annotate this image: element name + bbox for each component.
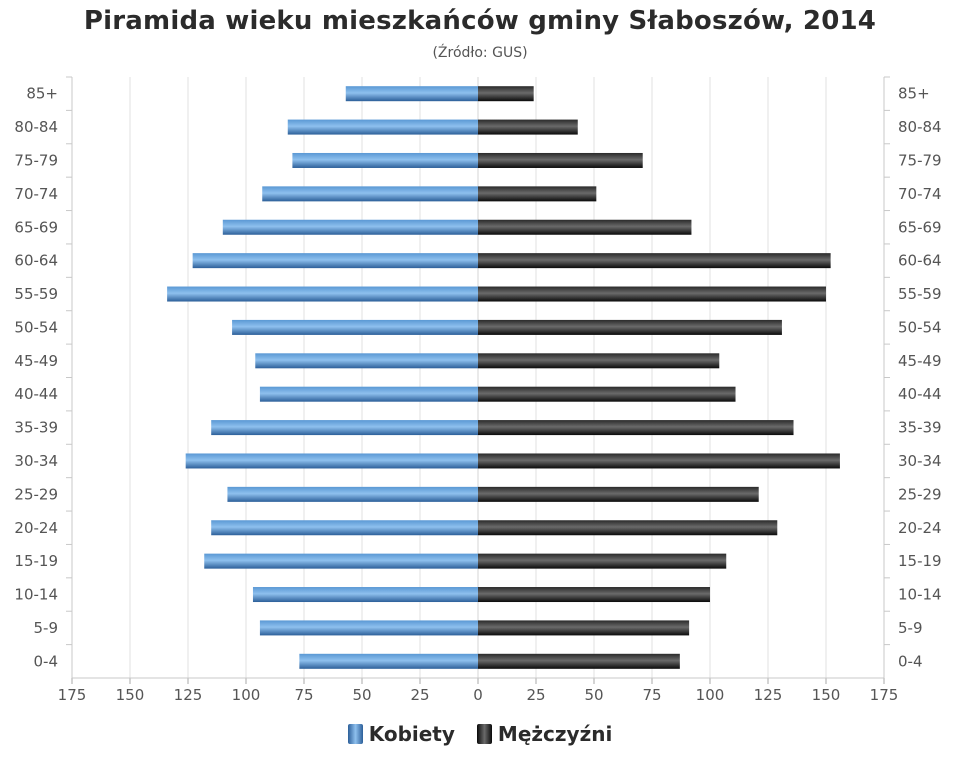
x-tick-label: 100 bbox=[232, 686, 261, 704]
bar-kobiety[interactable] bbox=[227, 487, 478, 502]
y-tick-label-left: 65-69 bbox=[14, 218, 58, 236]
y-tick-label-right: 60-64 bbox=[898, 252, 942, 270]
legend-label-kobiety: Kobiety bbox=[369, 722, 455, 746]
x-tick-label: 75 bbox=[642, 686, 661, 704]
x-tick-label: 150 bbox=[812, 686, 841, 704]
bar-kobiety[interactable] bbox=[186, 453, 478, 468]
bars bbox=[167, 86, 840, 669]
bar-kobiety[interactable] bbox=[255, 353, 478, 368]
x-tick-label: 100 bbox=[696, 686, 725, 704]
y-tick-label-right: 50-54 bbox=[898, 318, 942, 336]
bar-mezczyzni[interactable] bbox=[478, 220, 691, 235]
x-tick-label: 50 bbox=[352, 686, 371, 704]
y-tick-label-right: 75-79 bbox=[898, 151, 942, 169]
y-tick-label-left: 85+ bbox=[26, 85, 58, 103]
y-tick-label-right: 70-74 bbox=[898, 185, 942, 203]
y-tick-label-left: 75-79 bbox=[14, 151, 58, 169]
bar-mezczyzni[interactable] bbox=[478, 86, 534, 101]
x-tick-label: 125 bbox=[174, 686, 203, 704]
x-tick-label: 125 bbox=[754, 686, 783, 704]
y-tick-label-left: 15-19 bbox=[14, 552, 58, 570]
y-tick-label-left: 50-54 bbox=[14, 318, 58, 336]
y-tick-label-right: 20-24 bbox=[898, 519, 942, 537]
bar-kobiety[interactable] bbox=[253, 587, 478, 602]
y-tick-label-right: 80-84 bbox=[898, 118, 942, 136]
legend-swatch-mezczyzni bbox=[477, 724, 492, 744]
legend: Kobiety Mężczyźni bbox=[0, 722, 960, 746]
legend-swatch-kobiety bbox=[348, 724, 363, 744]
bar-mezczyzni[interactable] bbox=[478, 520, 777, 535]
bar-kobiety[interactable] bbox=[260, 387, 478, 402]
legend-item-mezczyzni[interactable]: Mężczyźni bbox=[477, 722, 612, 746]
bar-kobiety[interactable] bbox=[204, 554, 478, 569]
y-tick-label-left: 30-34 bbox=[14, 452, 58, 470]
y-tick-label-left: 55-59 bbox=[14, 285, 58, 303]
bar-mezczyzni[interactable] bbox=[478, 453, 840, 468]
y-tick-label-left: 25-29 bbox=[14, 485, 58, 503]
bar-mezczyzni[interactable] bbox=[478, 153, 643, 168]
bar-mezczyzni[interactable] bbox=[478, 620, 689, 635]
bar-kobiety[interactable] bbox=[223, 220, 478, 235]
y-tick-label-left: 70-74 bbox=[14, 185, 58, 203]
y-tick-label-left: 20-24 bbox=[14, 519, 58, 537]
bar-kobiety[interactable] bbox=[232, 320, 478, 335]
y-tick-label-right: 40-44 bbox=[898, 385, 942, 403]
y-tick-label-left: 5-9 bbox=[34, 619, 59, 637]
y-tick-label-right: 45-49 bbox=[898, 352, 942, 370]
y-tick-label-left: 0-4 bbox=[34, 652, 59, 670]
bar-mezczyzni[interactable] bbox=[478, 320, 782, 335]
y-tick-label-left: 40-44 bbox=[14, 385, 58, 403]
y-tick-label-right: 85+ bbox=[898, 85, 930, 103]
bar-mezczyzni[interactable] bbox=[478, 587, 710, 602]
bar-mezczyzni[interactable] bbox=[478, 487, 759, 502]
x-tick-label: 175 bbox=[58, 686, 87, 704]
y-tick-label-left: 10-14 bbox=[14, 586, 58, 604]
y-tick-label-right: 10-14 bbox=[898, 586, 942, 604]
bar-kobiety[interactable] bbox=[193, 253, 478, 268]
bar-kobiety[interactable] bbox=[299, 654, 478, 669]
legend-item-kobiety[interactable]: Kobiety bbox=[348, 722, 455, 746]
bar-kobiety[interactable] bbox=[292, 153, 478, 168]
y-tick-label-right: 35-39 bbox=[898, 419, 942, 437]
bar-kobiety[interactable] bbox=[262, 186, 478, 201]
bar-mezczyzni[interactable] bbox=[478, 253, 831, 268]
bar-mezczyzni[interactable] bbox=[478, 287, 826, 302]
y-tick-label-right: 25-29 bbox=[898, 485, 942, 503]
x-tick-label: 25 bbox=[526, 686, 545, 704]
bar-mezczyzni[interactable] bbox=[478, 120, 578, 135]
y-tick-label-left: 60-64 bbox=[14, 252, 58, 270]
bar-mezczyzni[interactable] bbox=[478, 420, 794, 435]
bar-mezczyzni[interactable] bbox=[478, 186, 596, 201]
bar-mezczyzni[interactable] bbox=[478, 387, 736, 402]
y-tick-label-left: 35-39 bbox=[14, 419, 58, 437]
y-tick-label-right: 5-9 bbox=[898, 619, 923, 637]
y-tick-label-right: 55-59 bbox=[898, 285, 942, 303]
legend-label-mezczyzni: Mężczyźni bbox=[498, 722, 612, 746]
y-tick-label-right: 0-4 bbox=[898, 652, 923, 670]
bar-kobiety[interactable] bbox=[260, 620, 478, 635]
bar-kobiety[interactable] bbox=[288, 120, 478, 135]
bar-mezczyzni[interactable] bbox=[478, 554, 726, 569]
bar-kobiety[interactable] bbox=[346, 86, 478, 101]
y-tick-label-right: 65-69 bbox=[898, 218, 942, 236]
x-tick-label: 175 bbox=[870, 686, 899, 704]
bar-kobiety[interactable] bbox=[167, 287, 478, 302]
y-tick-label-left: 80-84 bbox=[14, 118, 58, 136]
x-tick-label: 25 bbox=[410, 686, 429, 704]
bar-kobiety[interactable] bbox=[211, 420, 478, 435]
bar-mezczyzni[interactable] bbox=[478, 353, 719, 368]
x-tick-label: 50 bbox=[584, 686, 603, 704]
x-tick-label: 0 bbox=[473, 686, 483, 704]
x-tick-label: 75 bbox=[294, 686, 313, 704]
y-tick-label-right: 30-34 bbox=[898, 452, 942, 470]
y-tick-label-right: 15-19 bbox=[898, 552, 942, 570]
bar-mezczyzni[interactable] bbox=[478, 654, 680, 669]
x-tick-label: 150 bbox=[116, 686, 145, 704]
y-tick-label-left: 45-49 bbox=[14, 352, 58, 370]
bar-kobiety[interactable] bbox=[211, 520, 478, 535]
